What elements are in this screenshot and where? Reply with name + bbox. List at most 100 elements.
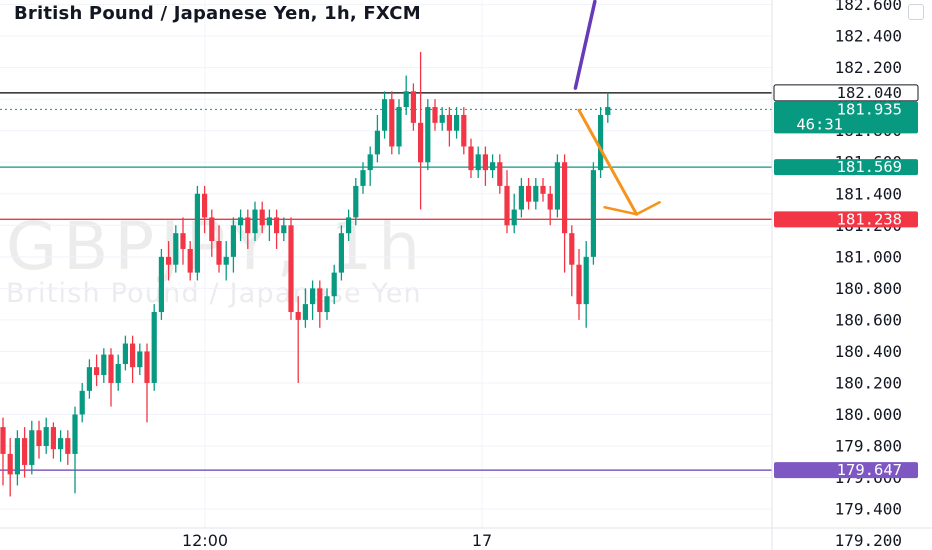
candle xyxy=(547,185,553,226)
candle xyxy=(94,354,100,387)
candle xyxy=(43,417,49,454)
candle xyxy=(569,225,575,297)
candle xyxy=(331,264,337,305)
candle-body xyxy=(454,114,460,131)
candle-body xyxy=(382,99,388,131)
candle xyxy=(295,296,301,383)
candle-body xyxy=(259,209,265,226)
candle xyxy=(274,209,280,249)
candle-body xyxy=(569,233,575,265)
candle xyxy=(130,335,136,383)
candle xyxy=(367,146,373,186)
price-tick-label: 179.200 xyxy=(835,531,902,550)
candle-body xyxy=(346,217,352,234)
candle xyxy=(187,241,193,281)
price-tag-label: 181.569 xyxy=(837,158,902,176)
chart-corner-button[interactable] xyxy=(908,4,924,20)
time-tick-label: 12:00 xyxy=(182,531,228,550)
candle-body xyxy=(22,438,28,465)
candle xyxy=(115,354,121,391)
candle xyxy=(396,99,402,155)
candle xyxy=(202,185,208,234)
candle-body xyxy=(410,91,416,123)
candle xyxy=(223,241,229,281)
candle xyxy=(432,99,438,131)
candle xyxy=(353,178,359,226)
candle xyxy=(180,217,186,265)
candle xyxy=(50,422,56,459)
candle-body xyxy=(274,217,280,234)
candle xyxy=(7,438,13,497)
price-tick-label: 179.800 xyxy=(835,437,902,456)
candle-body xyxy=(504,185,510,226)
candle-body xyxy=(223,256,229,265)
candle-body xyxy=(86,367,92,391)
candle-body xyxy=(360,170,366,186)
candle-body xyxy=(122,343,128,365)
candle xyxy=(0,417,6,486)
candle xyxy=(86,359,92,399)
candle xyxy=(22,427,28,478)
candle-body xyxy=(173,233,179,265)
candle-body xyxy=(562,162,568,234)
price-tag: 181.238 xyxy=(774,210,918,228)
candle xyxy=(511,193,517,234)
candle xyxy=(454,107,460,139)
candle-body xyxy=(396,107,402,147)
candle-body xyxy=(245,217,251,234)
candle-body xyxy=(418,122,424,163)
candle-body xyxy=(526,185,532,202)
candle xyxy=(374,114,380,163)
candle xyxy=(137,343,143,376)
chart-grid xyxy=(0,0,772,542)
candle-body xyxy=(151,312,157,383)
price-tag: 181.569 xyxy=(774,158,918,176)
arrow-line xyxy=(577,108,639,216)
price-tick-label: 180.400 xyxy=(835,342,902,361)
candle xyxy=(65,430,71,465)
candle-body xyxy=(533,185,539,202)
price-tag-countdown: 46:31 xyxy=(796,115,843,133)
candle-body xyxy=(194,193,200,273)
candle xyxy=(562,154,568,273)
candle xyxy=(461,107,467,155)
price-tag-bg xyxy=(774,211,918,228)
price-tick-label: 180.800 xyxy=(835,279,902,298)
price-tag-label: 182.040 xyxy=(837,84,902,102)
horizontal-levels xyxy=(0,92,772,471)
candle-body xyxy=(252,209,258,234)
price-tick-label: 182.200 xyxy=(835,58,902,77)
chart-drawings xyxy=(573,0,661,216)
chart-title: British Pound / Japanese Yen, 1h, FXCM xyxy=(14,3,421,24)
candle xyxy=(346,209,352,242)
candle-body xyxy=(295,312,301,320)
candle-body xyxy=(461,114,467,147)
price-tag-bg xyxy=(774,101,918,134)
candle xyxy=(209,209,215,257)
candle-body xyxy=(288,225,294,313)
candlestick-series xyxy=(0,51,611,497)
candle xyxy=(324,288,330,320)
price-tick-label: 182.400 xyxy=(835,27,902,46)
candle-body xyxy=(475,154,481,171)
trend-line xyxy=(573,0,597,90)
candle-body xyxy=(554,162,560,210)
candle xyxy=(36,420,42,459)
price-tick-label: 180.000 xyxy=(835,405,902,424)
candle-body xyxy=(158,256,164,313)
candle xyxy=(468,138,474,179)
candle-body xyxy=(439,114,445,123)
candle-body xyxy=(65,438,71,454)
candle-body xyxy=(216,241,222,265)
price-tag-label: 179.647 xyxy=(837,461,902,479)
candle xyxy=(403,75,409,115)
candle xyxy=(266,209,272,242)
candle-body xyxy=(583,256,589,305)
candle-body xyxy=(29,430,35,465)
price-tick-label: 180.600 xyxy=(835,310,902,329)
candle xyxy=(389,91,395,155)
candle xyxy=(439,107,445,131)
